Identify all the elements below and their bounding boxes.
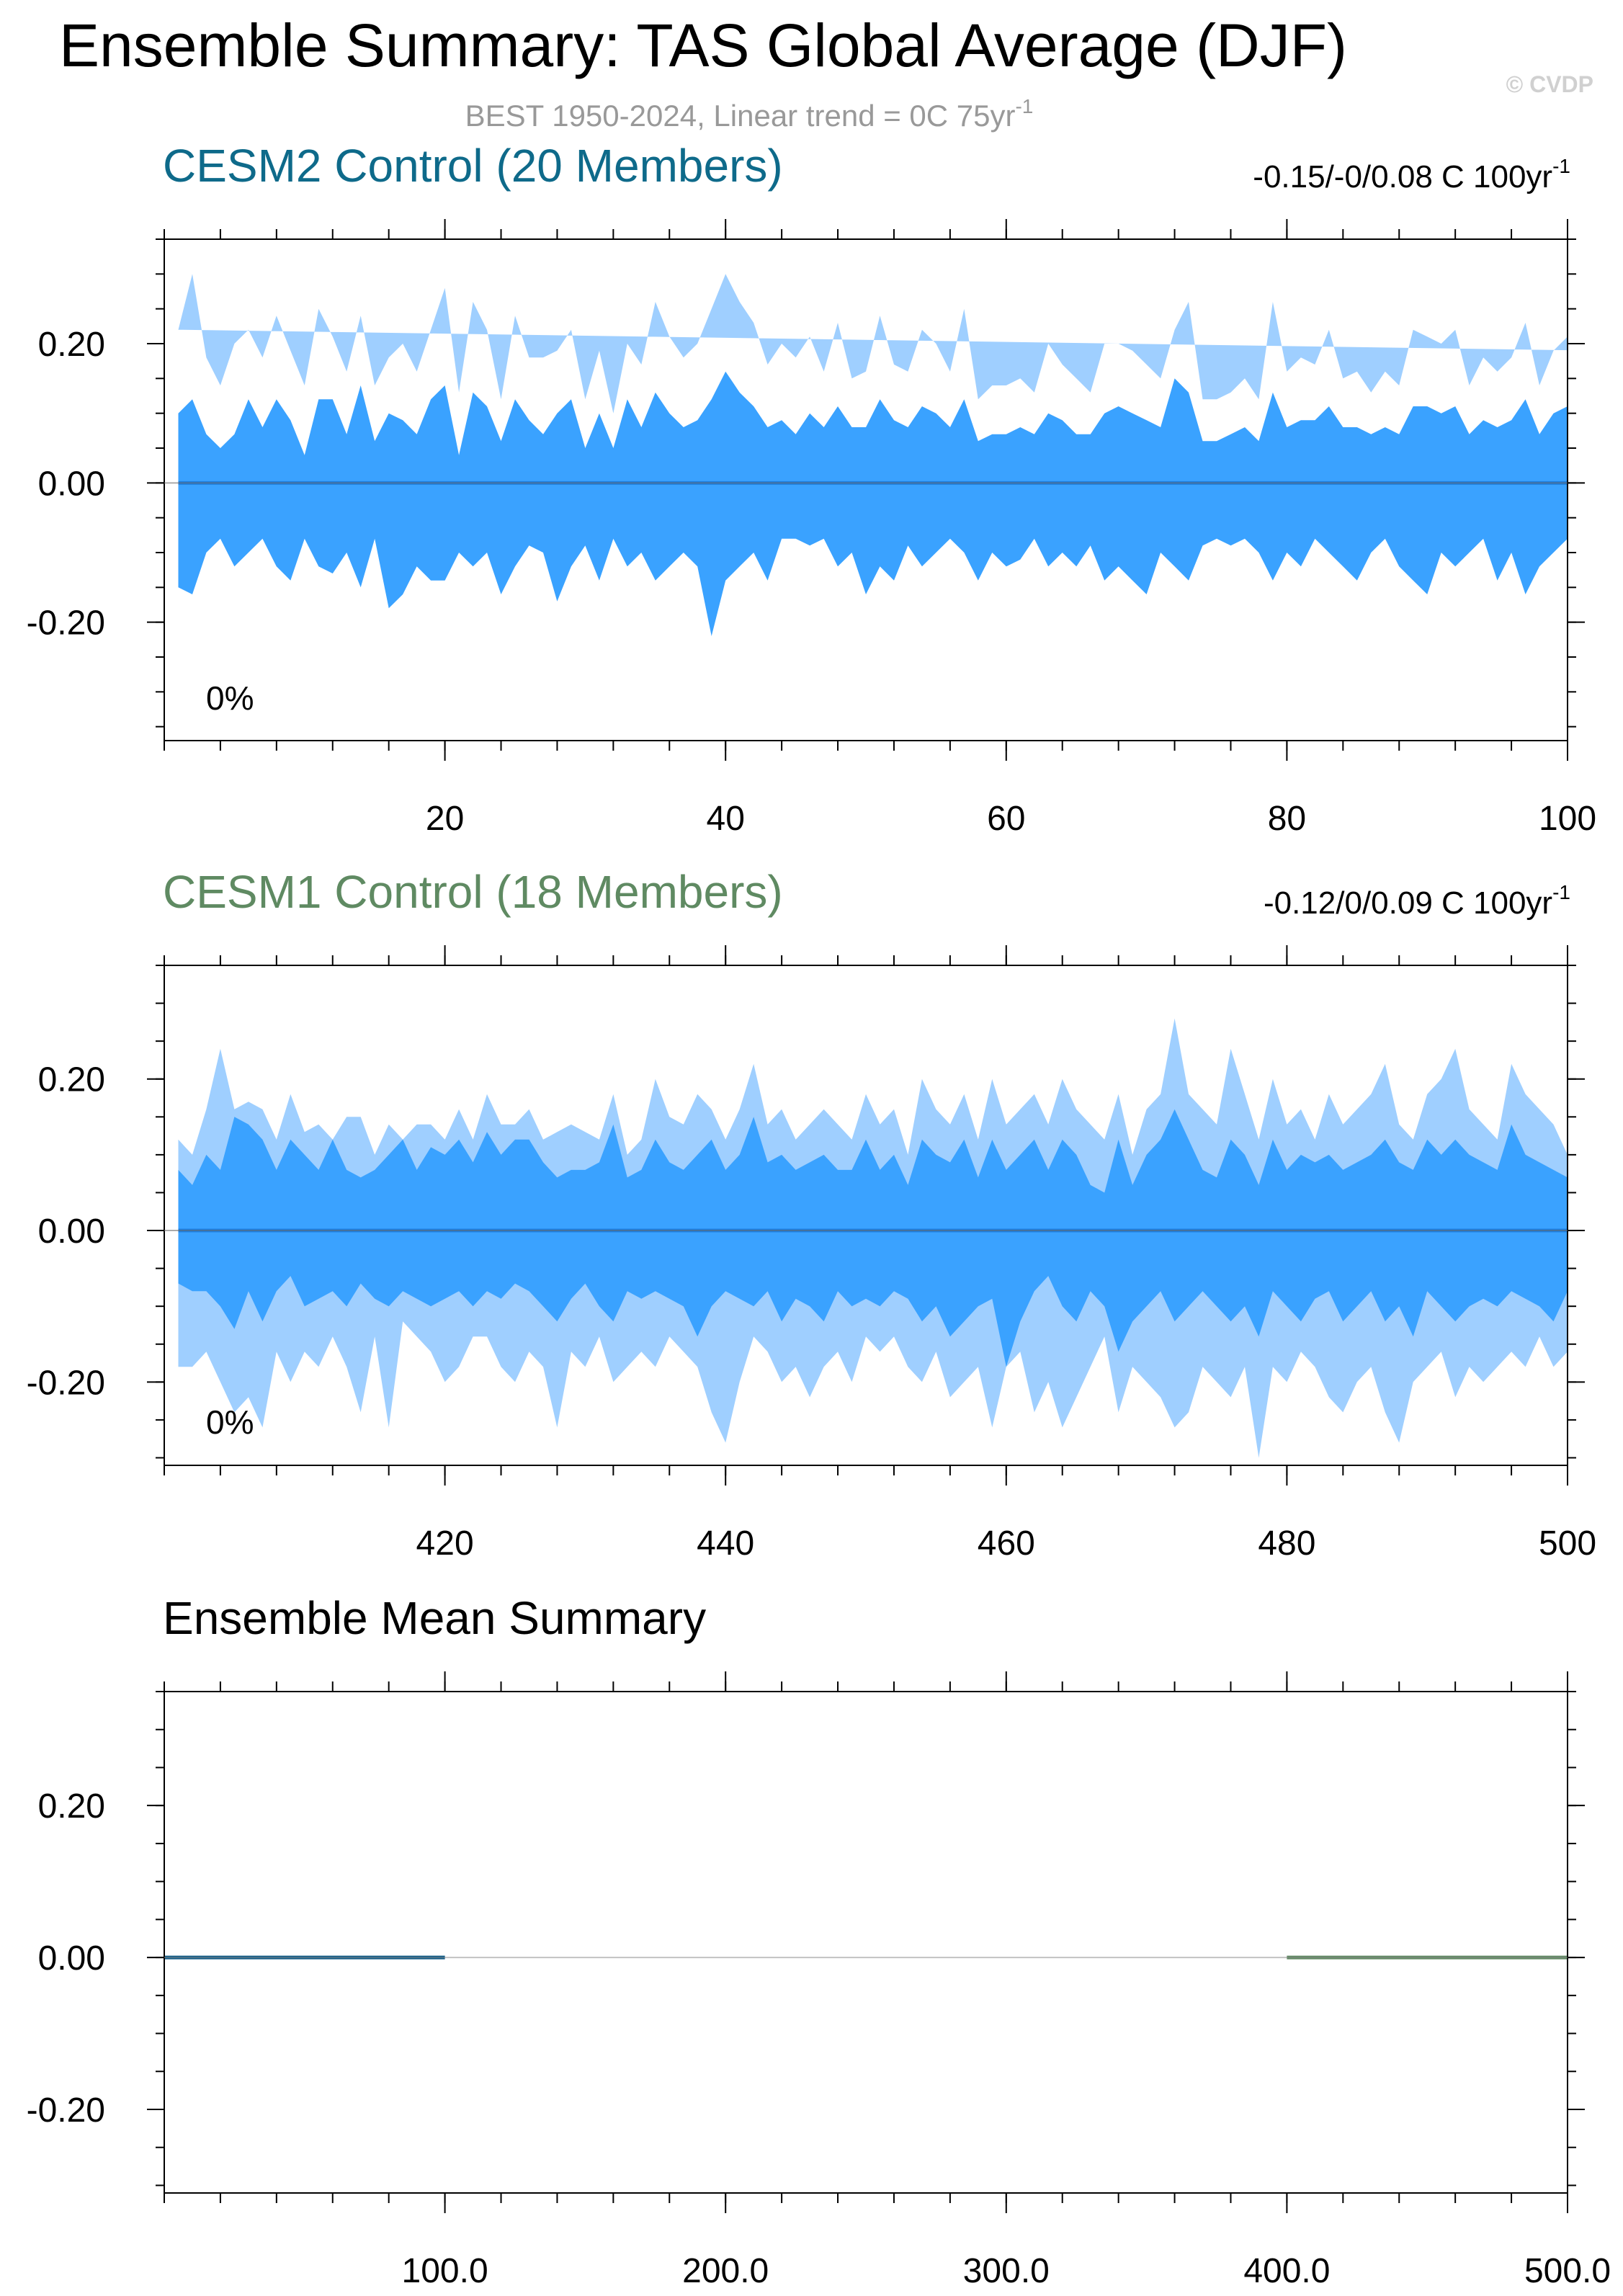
panel-title: CESM2 Control (20 Members): [163, 140, 783, 192]
plot-frame: [164, 1691, 1568, 2194]
x-tick-label: 100.0: [402, 2252, 488, 2290]
figure-subtitle: BEST 1950-2024, Linear trend = 0C 75yr-1: [465, 95, 1034, 133]
x-tick-label: 500: [1539, 1524, 1596, 1563]
trend-label-main: -0.15/-0/0.08 C 100yr: [1253, 159, 1552, 195]
x-tick-label: 300.0: [963, 2252, 1050, 2290]
x-tick-label: 480: [1258, 1524, 1315, 1563]
y-tick-label: -0.20: [27, 1364, 105, 1402]
panel-title: Ensemble Mean Summary: [163, 1592, 706, 1644]
y-tick-label: 0.20: [38, 1061, 105, 1099]
percent-label: 0%: [206, 679, 254, 717]
chart-panel-1: CESM2 Control (20 Members) -0.15/-0/0.08 …: [27, 140, 1596, 838]
outer-spread-band: [178, 274, 1568, 414]
trend-label-superscript: -1: [1552, 881, 1570, 903]
y-tick-label: 0.00: [38, 465, 105, 503]
chart-panels: CESM2 Control (20 Members) -0.15/-0/0.08 …: [27, 140, 1611, 2290]
y-tick-label: 0.20: [38, 326, 105, 364]
trend-label: -0.15/-0/0.08 C 100yr-1: [1253, 155, 1570, 195]
x-tick-label: 400.0: [1243, 2252, 1330, 2290]
x-tick-label: 40: [707, 800, 745, 838]
trend-label-superscript: -1: [1552, 155, 1570, 177]
y-tick-label: -0.20: [27, 604, 105, 643]
inner-spread-band: [178, 1109, 1568, 1367]
y-tick-label: 0.00: [38, 1939, 105, 1978]
x-tick-label: 200.0: [682, 2252, 769, 2290]
plot-area: [178, 274, 1568, 636]
percent-label: 0%: [206, 1403, 254, 1441]
inner-spread-band: [178, 371, 1568, 636]
panel-title: CESM1 Control (18 Members): [163, 866, 783, 918]
trend-label: -0.12/0/0.09 C 100yr-1: [1264, 881, 1570, 921]
chart-panel-3: Ensemble Mean Summary -0.20 0.00 0.20 100.0 2…: [27, 1592, 1611, 2290]
copyright-watermark: © CVDP: [1506, 71, 1593, 97]
x-tick-label: 460: [978, 1524, 1035, 1563]
figure-title: Ensemble Summary: TAS Global Average (DJ…: [59, 12, 1347, 79]
trend-label-main: -0.12/0/0.09 C 100yr: [1264, 885, 1552, 921]
x-tick-label: 20: [426, 800, 464, 838]
x-tick-label: 80: [1268, 800, 1306, 838]
plot-frame: [164, 238, 1568, 741]
subtitle-main: BEST 1950-2024, Linear trend = 0C 75yr: [465, 99, 1016, 133]
x-tick-label: 440: [697, 1524, 754, 1563]
x-tick-label: 60: [987, 800, 1025, 838]
y-tick-label: -0.20: [27, 2091, 105, 2130]
y-tick-label: 0.00: [38, 1212, 105, 1251]
x-tick-label: 100: [1539, 800, 1596, 838]
chart-panel-2: CESM1 Control (18 Members) -0.12/0/0.09 C…: [27, 866, 1596, 1563]
plot-frame: [164, 965, 1568, 1466]
x-tick-label: 500.0: [1524, 2252, 1611, 2290]
y-tick-label: 0.20: [38, 1787, 105, 1826]
plot-area: [178, 1018, 1568, 1458]
x-tick-label: 420: [416, 1524, 474, 1563]
subtitle-superscript: -1: [1015, 95, 1033, 117]
